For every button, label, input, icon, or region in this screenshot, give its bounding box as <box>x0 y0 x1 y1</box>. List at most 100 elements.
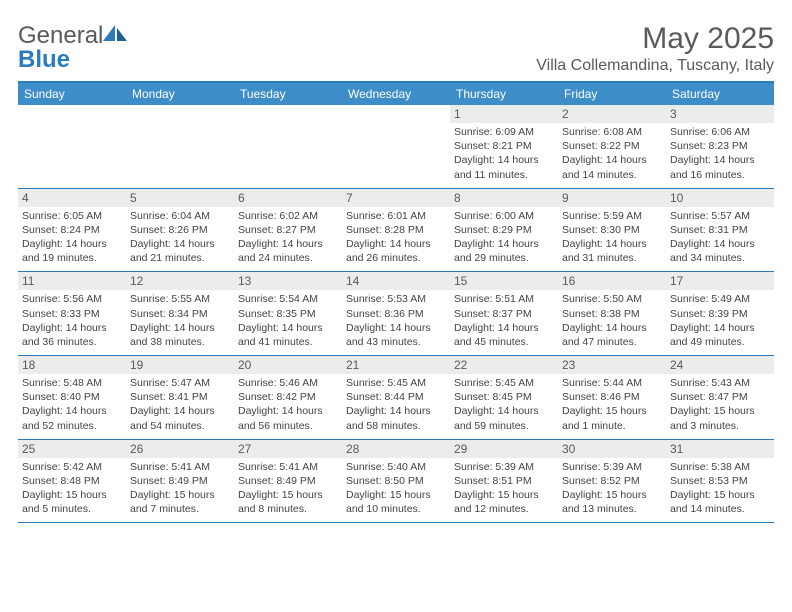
sunset-text: Sunset: 8:30 PM <box>562 223 662 237</box>
day-cell: 10Sunrise: 5:57 AMSunset: 8:31 PMDayligh… <box>666 189 774 272</box>
day-number: 9 <box>558 189 666 207</box>
day-number: 29 <box>450 440 558 458</box>
sunset-text: Sunset: 8:27 PM <box>238 223 338 237</box>
sunrise-text: Sunrise: 5:48 AM <box>22 376 122 390</box>
day-number: 31 <box>666 440 774 458</box>
day-cell: 30Sunrise: 5:39 AMSunset: 8:52 PMDayligh… <box>558 440 666 523</box>
day-number: 22 <box>450 356 558 374</box>
sunset-text: Sunset: 8:36 PM <box>346 307 446 321</box>
day-number: 19 <box>126 356 234 374</box>
day-cell: 12Sunrise: 5:55 AMSunset: 8:34 PMDayligh… <box>126 272 234 355</box>
day-number: 4 <box>18 189 126 207</box>
day-cell <box>126 105 234 188</box>
sunset-text: Sunset: 8:40 PM <box>22 390 122 404</box>
day-cell: 21Sunrise: 5:45 AMSunset: 8:44 PMDayligh… <box>342 356 450 439</box>
sunrise-text: Sunrise: 6:00 AM <box>454 209 554 223</box>
sunrise-text: Sunrise: 5:56 AM <box>22 292 122 306</box>
sunrise-text: Sunrise: 6:09 AM <box>454 125 554 139</box>
daylight-text: Daylight: 14 hours and 29 minutes. <box>454 237 554 265</box>
brand-text: General Blue <box>18 22 129 72</box>
daylight-text: Daylight: 14 hours and 16 minutes. <box>670 153 770 181</box>
daylight-text: Daylight: 14 hours and 34 minutes. <box>670 237 770 265</box>
daylight-text: Daylight: 14 hours and 38 minutes. <box>130 321 230 349</box>
week-row: 4 Sunrise: 6:05 AMSunset: 8:24 PM Daylight… <box>18 189 774 273</box>
daylight-text: Daylight: 14 hours and 52 minutes. <box>22 404 122 432</box>
day-number: 24 <box>666 356 774 374</box>
daylight-text: Daylight: 14 hours and 41 minutes. <box>238 321 338 349</box>
sunrise-text: Sunrise: 5:59 AM <box>562 209 662 223</box>
sunrise-text: Sunrise: 5:39 AM <box>562 460 662 474</box>
daylight-text: Daylight: 14 hours and 59 minutes. <box>454 404 554 432</box>
sunset-text: Sunset: 8:51 PM <box>454 474 554 488</box>
day-cell: 20Sunrise: 5:46 AMSunset: 8:42 PMDayligh… <box>234 356 342 439</box>
page: General Blue May 2025 Villa Collemandina… <box>0 0 792 523</box>
day-number: 26 <box>126 440 234 458</box>
sunset-text: Sunset: 8:38 PM <box>562 307 662 321</box>
day-cell: 15Sunrise: 5:51 AMSunset: 8:37 PMDayligh… <box>450 272 558 355</box>
day-label: Tuesday <box>234 83 342 105</box>
sunset-text: Sunset: 8:37 PM <box>454 307 554 321</box>
sunrise-text: Sunrise: 5:38 AM <box>670 460 770 474</box>
day-cell: 28Sunrise: 5:40 AMSunset: 8:50 PMDayligh… <box>342 440 450 523</box>
sunset-text: Sunset: 8:44 PM <box>346 390 446 404</box>
day-number: 30 <box>558 440 666 458</box>
sunset-text: Sunset: 8:33 PM <box>22 307 122 321</box>
sunset-text: Sunset: 8:52 PM <box>562 474 662 488</box>
sunrise-text: Sunrise: 6:08 AM <box>562 125 662 139</box>
sunrise-text: Sunrise: 5:45 AM <box>346 376 446 390</box>
sunset-text: Sunset: 8:48 PM <box>22 474 122 488</box>
week-row: 25Sunrise: 5:42 AMSunset: 8:48 PMDayligh… <box>18 440 774 524</box>
day-number: 18 <box>18 356 126 374</box>
daylight-text: Daylight: 14 hours and 56 minutes. <box>238 404 338 432</box>
header: General Blue May 2025 Villa Collemandina… <box>18 22 774 75</box>
sunrise-text: Sunrise: 5:55 AM <box>130 292 230 306</box>
sunrise-text: Sunrise: 6:02 AM <box>238 209 338 223</box>
day-cell: 1Sunrise: 6:09 AMSunset: 8:21 PMDaylight… <box>450 105 558 188</box>
day-cell: 3Sunrise: 6:06 AMSunset: 8:23 PMDaylight… <box>666 105 774 188</box>
sunrise-text: Sunrise: 6:05 AM <box>22 209 122 223</box>
day-number: 5 <box>126 189 234 207</box>
weeks-container: 1Sunrise: 6:09 AMSunset: 8:21 PMDaylight… <box>18 105 774 523</box>
sunset-text: Sunset: 8:29 PM <box>454 223 554 237</box>
day-cell: 4Sunrise: 6:05 AMSunset: 8:24 PMDaylight… <box>18 189 126 272</box>
day-number: 23 <box>558 356 666 374</box>
daylight-text: Daylight: 15 hours and 12 minutes. <box>454 488 554 516</box>
daylight-text: Daylight: 15 hours and 14 minutes. <box>670 488 770 516</box>
daylight-text: Daylight: 14 hours and 24 minutes. <box>238 237 338 265</box>
day-cell: 22Sunrise: 5:45 AMSunset: 8:45 PMDayligh… <box>450 356 558 439</box>
sunrise-text: Sunrise: 5:41 AM <box>238 460 338 474</box>
day-number: 10 <box>666 189 774 207</box>
day-label: Wednesday <box>342 83 450 105</box>
sunrise-text: Sunrise: 6:04 AM <box>130 209 230 223</box>
week-row: 18Sunrise: 5:48 AMSunset: 8:40 PMDayligh… <box>18 356 774 440</box>
sunrise-text: Sunrise: 5:45 AM <box>454 376 554 390</box>
daylight-text: Daylight: 15 hours and 8 minutes. <box>238 488 338 516</box>
daylight-text: Daylight: 14 hours and 58 minutes. <box>346 404 446 432</box>
brand-logo: General Blue <box>18 22 129 72</box>
day-number: 16 <box>558 272 666 290</box>
sunset-text: Sunset: 8:50 PM <box>346 474 446 488</box>
day-cell: 7Sunrise: 6:01 AMSunset: 8:28 PMDaylight… <box>342 189 450 272</box>
day-cell: 5Sunrise: 6:04 AMSunset: 8:26 PMDaylight… <box>126 189 234 272</box>
sunset-text: Sunset: 8:24 PM <box>22 223 122 237</box>
day-cell: 16Sunrise: 5:50 AMSunset: 8:38 PMDayligh… <box>558 272 666 355</box>
sunrise-text: Sunrise: 5:44 AM <box>562 376 662 390</box>
day-label: Sunday <box>18 83 126 105</box>
day-cell: 2Sunrise: 6:08 AMSunset: 8:22 PMDaylight… <box>558 105 666 188</box>
day-number: 28 <box>342 440 450 458</box>
day-number: 14 <box>342 272 450 290</box>
day-number: 13 <box>234 272 342 290</box>
day-number: 15 <box>450 272 558 290</box>
brand-part2: Blue <box>18 46 70 73</box>
calendar: Sunday Monday Tuesday Wednesday Thursday… <box>18 81 774 523</box>
day-cell: 24Sunrise: 5:43 AMSunset: 8:47 PMDayligh… <box>666 356 774 439</box>
sunset-text: Sunset: 8:42 PM <box>238 390 338 404</box>
daylight-text: Daylight: 14 hours and 11 minutes. <box>454 153 554 181</box>
day-cell: 19Sunrise: 5:47 AMSunset: 8:41 PMDayligh… <box>126 356 234 439</box>
sunset-text: Sunset: 8:46 PM <box>562 390 662 404</box>
sunrise-text: Sunrise: 5:50 AM <box>562 292 662 306</box>
day-cell: 25Sunrise: 5:42 AMSunset: 8:48 PMDayligh… <box>18 440 126 523</box>
brand-part1: General <box>18 22 103 49</box>
day-label: Thursday <box>450 83 558 105</box>
sunrise-text: Sunrise: 6:01 AM <box>346 209 446 223</box>
